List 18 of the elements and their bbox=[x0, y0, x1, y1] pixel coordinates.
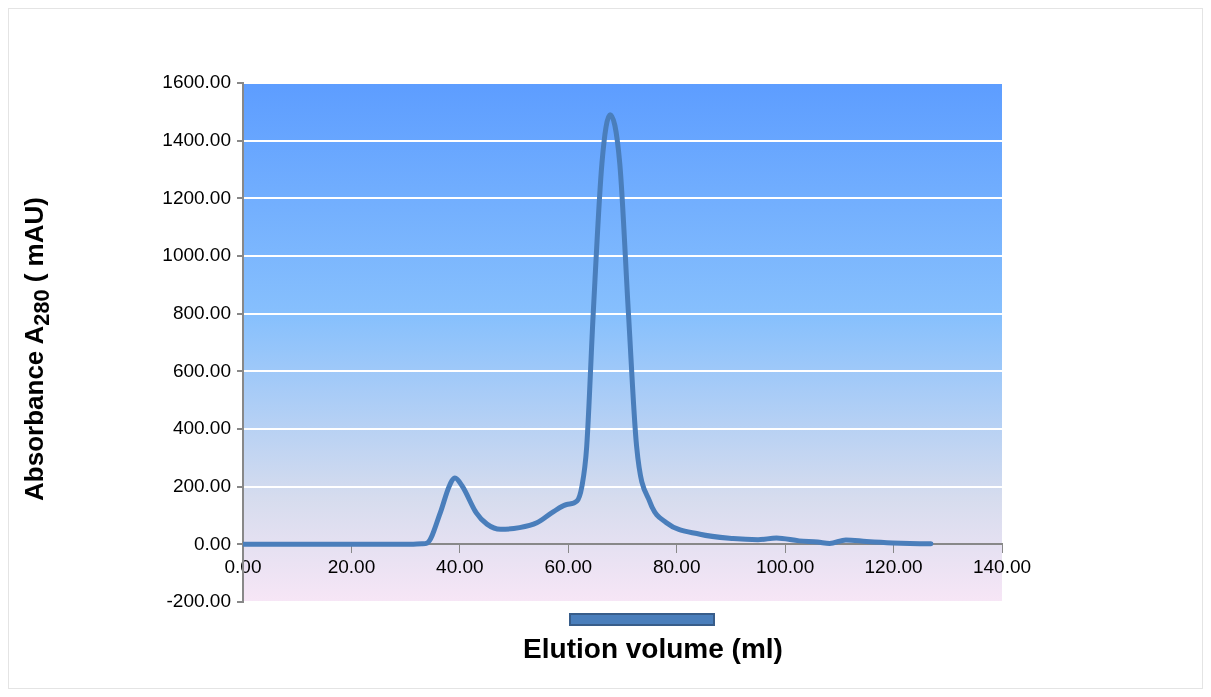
y-tick-label: -200.00 bbox=[166, 590, 231, 612]
x-tick-label: 140.00 bbox=[972, 555, 1032, 577]
y-tick-label: 200.00 bbox=[172, 474, 231, 496]
x-tick-label: 80.00 bbox=[652, 555, 701, 577]
y-tick-label: 1000.00 bbox=[162, 244, 231, 266]
y-tick-label: 800.00 bbox=[172, 301, 231, 323]
y-tick-label: 1200.00 bbox=[162, 186, 231, 208]
x-tick-label: 20.00 bbox=[327, 555, 376, 577]
y-tick-label: 1600.00 bbox=[162, 71, 231, 93]
x-tick-label: 120.00 bbox=[864, 555, 923, 577]
x-tick-label: 40.00 bbox=[436, 555, 484, 577]
y-tick-label: 1400.00 bbox=[162, 128, 231, 150]
x-tick-label: 60.00 bbox=[544, 555, 593, 577]
y-tick-label: 400.00 bbox=[172, 417, 231, 439]
y-tick-label: 0.00 bbox=[194, 532, 231, 554]
x-axis-title: Elution volume (ml) bbox=[523, 633, 783, 665]
y-tick-label: 600.00 bbox=[172, 359, 231, 381]
x-tick-label: 100.00 bbox=[756, 555, 815, 577]
